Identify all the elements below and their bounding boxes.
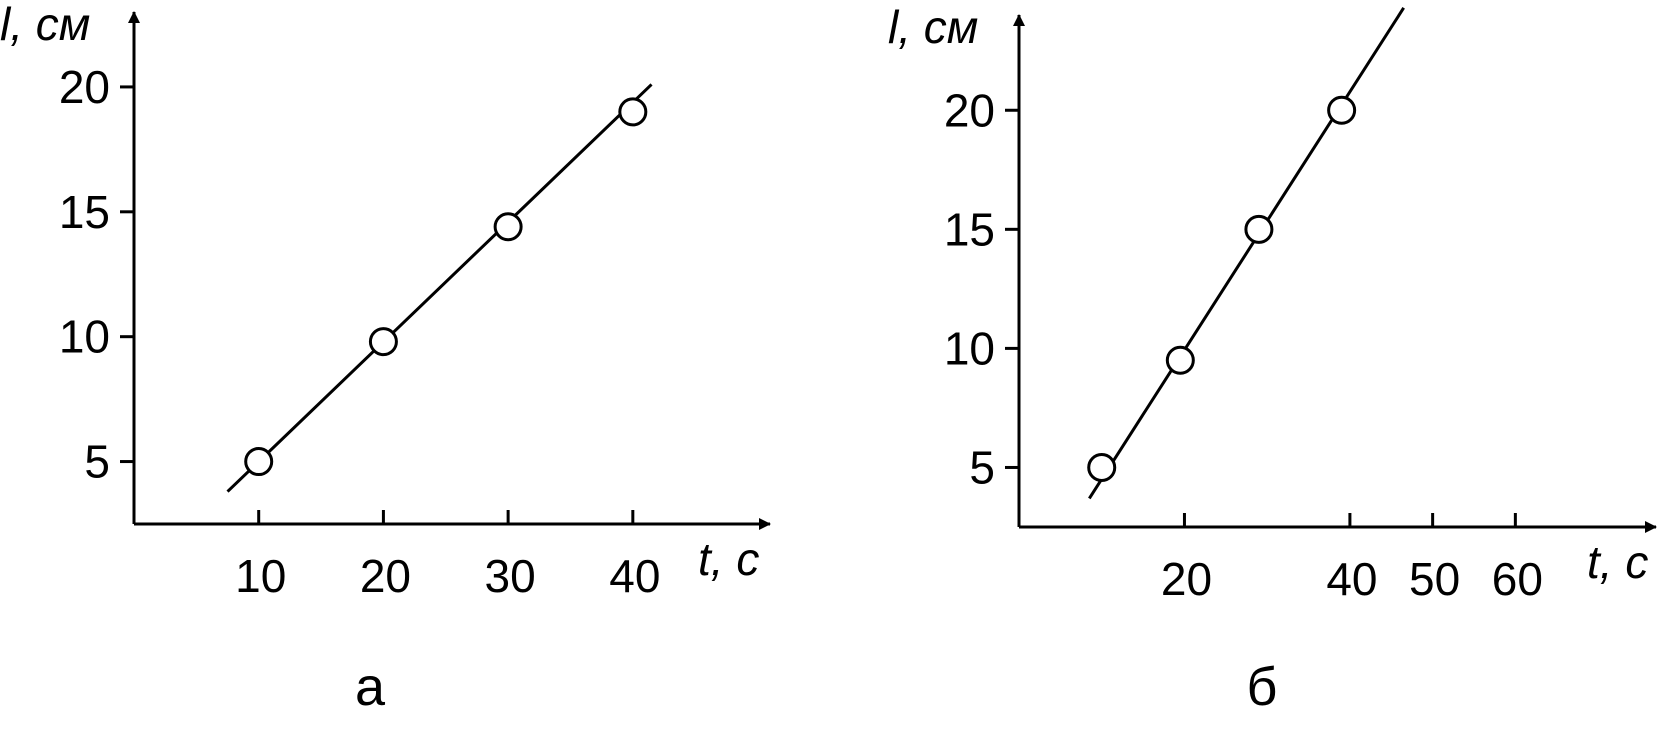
y-tick-label: 20	[944, 84, 995, 136]
axes	[128, 11, 771, 530]
x-tick-label: 10	[235, 550, 286, 602]
x-tick-label: 60	[1492, 553, 1543, 605]
data-point	[1327, 95, 1357, 125]
axes	[1013, 14, 1657, 533]
data-point	[1087, 452, 1117, 482]
data-point	[244, 447, 274, 477]
data-point	[368, 327, 398, 357]
y-tick-label: 5	[969, 441, 995, 493]
data-point	[493, 212, 523, 242]
panel-label: б	[1247, 657, 1278, 717]
fit-line-group	[226, 83, 653, 493]
fit-line	[1088, 7, 1405, 500]
x-tick-label: 30	[485, 550, 536, 602]
y-tick-label: 10	[59, 311, 110, 363]
x-axis-label: t, c	[1587, 536, 1648, 588]
data-point	[1244, 214, 1274, 244]
markers-group	[244, 97, 648, 477]
data-point	[618, 97, 648, 127]
markers-group	[1087, 95, 1357, 482]
data-point	[1165, 345, 1195, 375]
y-axis-label: l, см	[888, 1, 978, 53]
x-tick-label: 20	[360, 550, 411, 602]
panel-label: а	[355, 657, 386, 717]
chart-panel-a: 5 10 15 20 10 20 30 40 l, см t, c а	[0, 0, 771, 717]
y-axis-label: l, см	[0, 0, 90, 50]
x-tick-label: 40	[1326, 553, 1377, 605]
ticks-group: 5 10 15 20 20 40 50 60	[944, 84, 1543, 605]
y-tick-label: 10	[944, 322, 995, 374]
fit-line	[226, 83, 653, 493]
y-tick-label: 15	[59, 186, 110, 238]
x-tick-label: 40	[609, 550, 660, 602]
x-tick-label: 50	[1409, 553, 1460, 605]
y-tick-label: 20	[59, 61, 110, 113]
chart-panel-b: 5 10 15 20 20 40 50 60 l, см t, c б	[888, 1, 1657, 717]
x-axis-label: t, c	[698, 533, 759, 585]
fit-line-group	[1088, 7, 1405, 500]
y-tick-label: 15	[944, 203, 995, 255]
y-tick-label: 5	[84, 436, 110, 488]
x-tick-label: 20	[1161, 553, 1212, 605]
ticks-group: 5 10 15 20 10 20 30 40	[59, 61, 661, 602]
